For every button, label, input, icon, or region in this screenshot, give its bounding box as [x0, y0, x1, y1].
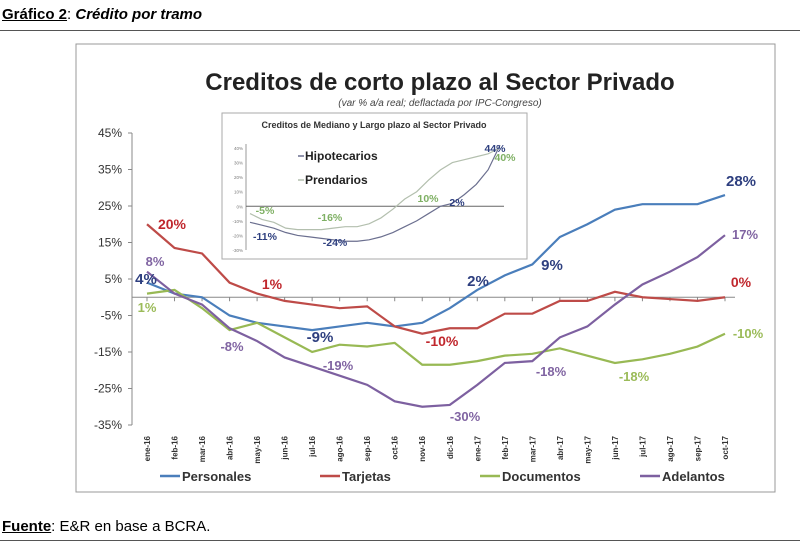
data-label: 8%: [146, 254, 165, 269]
y-tick-label: -25%: [94, 382, 122, 396]
source-label: Fuente: [2, 518, 52, 535]
x-tick-label: feb-16: [171, 435, 180, 459]
y-tick-label: -35%: [94, 418, 122, 432]
x-tick-label: ene-16: [143, 435, 152, 461]
x-tick-label: ene-17: [473, 435, 482, 461]
caption-title: Crédito por tramo: [75, 6, 203, 23]
figure-caption: Gráfico 2: Crédito por tramo: [2, 6, 202, 23]
x-tick-label: oct-17: [721, 435, 730, 459]
inset-y-tick-label: 40%: [234, 146, 243, 151]
inset-y-tick-label: -10%: [232, 219, 243, 224]
legend-label: Documentos: [502, 469, 581, 484]
data-label: -19%: [323, 358, 354, 373]
data-label: -9%: [307, 329, 334, 346]
chart-title: Creditos de corto plazo al Sector Privad…: [205, 69, 674, 96]
data-label: -10%: [733, 326, 764, 341]
inset-data-label: 40%: [494, 152, 516, 164]
caption-separator: :: [67, 6, 76, 23]
legend-label: Adelantos: [662, 469, 725, 484]
inset-chart: Creditos de Mediano y Largo plazo al Sec…: [221, 112, 528, 260]
caption-label: Gráfico 2: [2, 6, 68, 23]
x-tick-label: nov-16: [418, 435, 427, 461]
y-tick-label: 35%: [98, 163, 122, 177]
y-tick-label: 5%: [105, 272, 123, 286]
data-label: 17%: [732, 227, 758, 242]
inset-y-tick-label: -30%: [232, 248, 243, 253]
x-tick-label: abr-16: [226, 435, 235, 460]
data-label: 4%: [135, 271, 157, 288]
data-label: -18%: [536, 364, 567, 379]
inset-title: Creditos de Mediano y Largo plazo al Sec…: [261, 120, 487, 130]
inset-data-label: -24%: [323, 237, 348, 249]
x-tick-label: may-16: [253, 435, 262, 463]
inset-data-label: 44%: [484, 143, 506, 155]
source-note: Fuente: E&R en base a BCRA.: [2, 518, 210, 535]
inset-frame: [221, 112, 528, 260]
chart-subtitle: (var % a/a real; deflactada por IPC-Cong…: [338, 98, 541, 109]
inset-y-tick-label: 10%: [234, 190, 243, 195]
inset-y-tick-label: -20%: [232, 233, 243, 238]
x-tick-label: ago-17: [666, 435, 675, 461]
data-label: 1%: [138, 300, 157, 315]
series-line-adelantos: [146, 234, 726, 408]
x-tick-label: sep-17: [693, 435, 702, 461]
data-label: 20%: [158, 216, 187, 232]
data-label: 9%: [541, 257, 563, 274]
x-tick-label: mar-16: [198, 435, 207, 462]
inset-y-tick-label: 20%: [234, 175, 243, 180]
legend-label: Personales: [182, 469, 251, 484]
x-tick-label: dic-16: [446, 435, 455, 459]
x-tick-label: jul-17: [638, 435, 647, 457]
inset-data-label: -5%: [256, 205, 275, 217]
data-label: -10%: [426, 333, 459, 349]
x-tick-label: jul-16: [308, 435, 317, 457]
top-rule: [0, 30, 800, 31]
x-tick-label: mar-17: [528, 435, 537, 462]
inset-data-label: -16%: [318, 212, 343, 224]
series-line-documentos: [146, 288, 726, 366]
y-tick-label: 15%: [98, 236, 122, 250]
inset-series-line-hipotecarios: [249, 144, 501, 242]
inset-y-tick-label: 30%: [234, 161, 243, 166]
y-tick-label: -15%: [94, 345, 122, 359]
data-label: -30%: [450, 409, 481, 424]
data-label: 0%: [731, 274, 752, 290]
x-tick-label: ago-16: [336, 435, 345, 461]
legend-label: Tarjetas: [342, 469, 391, 484]
x-tick-label: oct-16: [391, 435, 400, 459]
x-tick-label: sep-16: [363, 435, 372, 461]
x-tick-label: jun-17: [611, 435, 620, 460]
x-tick-label: jun-16: [281, 435, 290, 460]
inset-data-label: -11%: [253, 231, 278, 243]
data-label: 1%: [262, 276, 283, 292]
y-tick-label: -5%: [101, 309, 123, 323]
inset-y-tick-label: 0%: [236, 204, 243, 209]
x-tick-label: feb-17: [501, 435, 510, 459]
inset-legend-label: Prendarios: [305, 173, 368, 187]
data-label: 2%: [467, 273, 489, 290]
series-line-personales: [146, 194, 726, 332]
inset-data-label: 10%: [417, 193, 439, 205]
data-label: -8%: [220, 339, 244, 354]
inset-series-line-prendarios: [249, 147, 501, 231]
data-label: -18%: [619, 369, 650, 384]
x-tick-label: may-17: [583, 435, 592, 463]
source-text: : E&R en base a BCRA.: [51, 518, 211, 535]
y-tick-label: 45%: [98, 126, 122, 140]
inset-data-label: 2%: [449, 197, 465, 209]
y-tick-label: 25%: [98, 199, 122, 213]
data-label: 28%: [726, 173, 756, 190]
bottom-rule: [0, 540, 800, 541]
inset-legend-label: Hipotecarios: [305, 149, 378, 163]
chart-frame: [75, 43, 776, 493]
x-tick-label: abr-17: [556, 435, 565, 460]
